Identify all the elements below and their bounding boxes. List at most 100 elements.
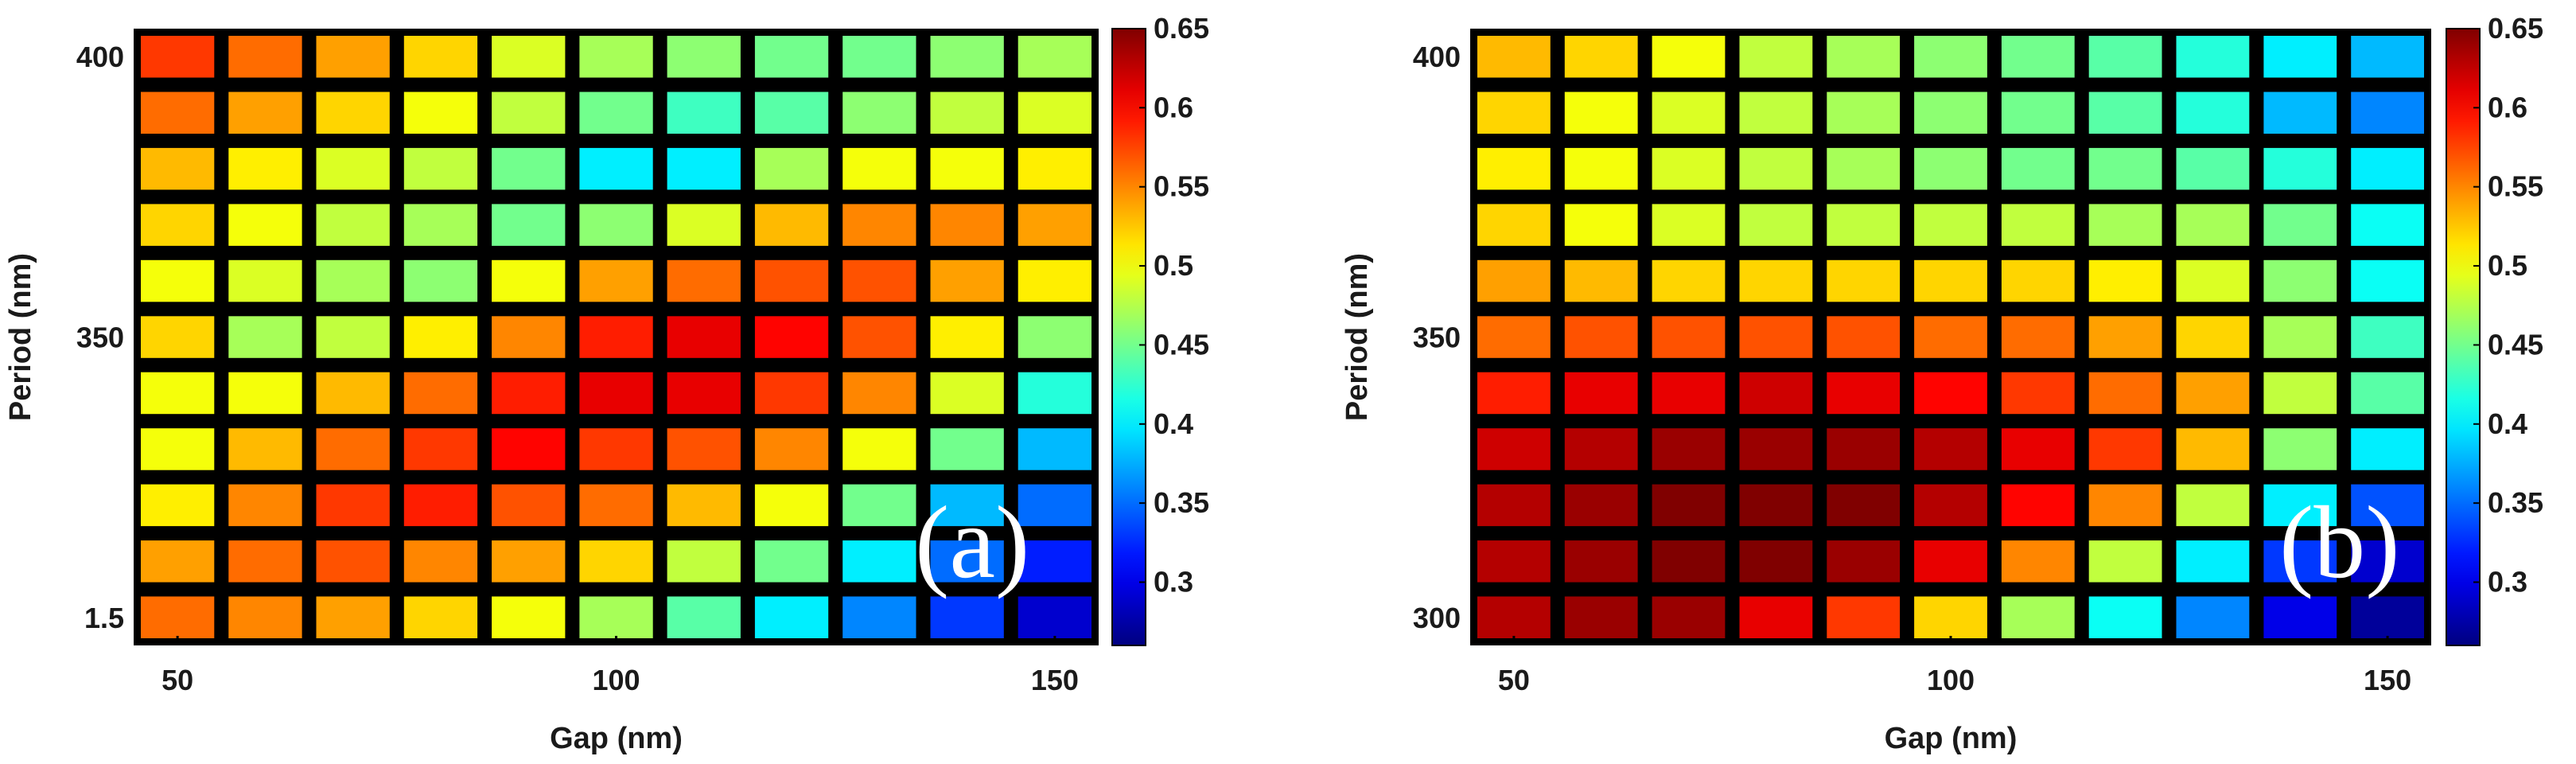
heatmap-cell: [403, 540, 478, 583]
heatmap-cell: [1827, 92, 1901, 134]
heatmap-cell: [2263, 92, 2337, 134]
heatmap-cell: [667, 259, 741, 302]
heatmap-cell: [2088, 36, 2162, 78]
x-tick-label: 100: [1927, 664, 1975, 696]
heatmap-cell: [1564, 484, 1638, 527]
heatmap-cell: [842, 540, 916, 583]
heatmap-cell: [2001, 428, 2075, 470]
heatmap-cell: [1018, 540, 1091, 583]
heatmap-cell: [1739, 259, 1813, 302]
heatmap-cell: [2263, 204, 2337, 246]
heatmap-cell: [492, 428, 566, 470]
heatmap-cell: [1477, 484, 1551, 527]
heatmap-cell: [2263, 147, 2337, 190]
heatmap-cell: [1018, 36, 1091, 78]
heatmap-cell: [2263, 484, 2337, 527]
heatmap-cell: [492, 484, 566, 527]
heatmap-cell: [141, 596, 215, 638]
heatmap-cell: [2001, 259, 2075, 302]
heatmap-cell: [1914, 259, 1987, 302]
heatmap-cell: [403, 372, 478, 415]
heatmap-cell: [1564, 596, 1638, 638]
colorbar-tick-label: 0.65: [1154, 12, 1209, 45]
heatmap-cell: [754, 147, 829, 190]
heatmap-cell: [930, 596, 1004, 638]
heatmap-cell: [754, 92, 829, 134]
heatmap-cell: [141, 92, 215, 134]
heatmap-cell: [316, 204, 390, 246]
heatmap-cell: [1477, 92, 1551, 134]
colorbar-tick-label: 0.5: [1154, 249, 1193, 282]
heatmap-cell: [2263, 372, 2337, 415]
x-axis-label: Gap (nm): [1885, 722, 2018, 755]
heatmap-cell: [2351, 204, 2424, 246]
heatmap-cell: [1564, 36, 1638, 78]
heatmap-cell: [141, 428, 215, 470]
heatmap-cell: [579, 259, 653, 302]
heatmap-cell: [1739, 596, 1813, 638]
heatmap-cell: [1739, 316, 1813, 358]
heatmap-cell: [754, 36, 829, 78]
heatmap-cell: [1739, 372, 1813, 415]
heatmap-cell: [579, 540, 653, 583]
heatmap-cell: [2351, 540, 2424, 583]
heatmap-cell: [579, 147, 653, 190]
heatmap-cell: [754, 204, 829, 246]
heatmap-cell: [1652, 36, 1726, 78]
heatmap-cell: [842, 204, 916, 246]
heatmap-cell: [1018, 596, 1091, 638]
heatmap-cell: [1477, 147, 1551, 190]
heatmap-cell: [754, 596, 829, 638]
heatmap-cell: [2351, 428, 2424, 470]
x-tick-label: 50: [1498, 664, 1530, 696]
heatmap-cell: [2001, 36, 2075, 78]
heatmap-cell: [930, 428, 1004, 470]
heatmap-cell: [1564, 428, 1638, 470]
heatmap-cell: [1477, 372, 1551, 415]
heatmap-cell: [579, 372, 653, 415]
heatmap-cell: [228, 147, 302, 190]
x-tick-label: 100: [592, 664, 640, 696]
heatmap-cell: [316, 484, 390, 527]
heatmap-cell: [1827, 147, 1901, 190]
heatmap-cell: [403, 259, 478, 302]
heatmap-cell: [1827, 596, 1901, 638]
heatmap-cell: [403, 596, 478, 638]
y-tick-label: 400: [1413, 41, 1461, 73]
heatmap-cell: [492, 596, 566, 638]
heatmap-cell: [2176, 596, 2250, 638]
y-tick-label: 350: [76, 322, 124, 354]
heatmap-cell: [1739, 92, 1813, 134]
heatmap-cell: [2176, 428, 2250, 470]
panel-label: (b): [2279, 485, 2400, 600]
heatmap-cell: [1018, 428, 1091, 470]
heatmap-cell: [1477, 428, 1551, 470]
heatmap-cell: [667, 540, 741, 583]
heatmap-cell: [492, 204, 566, 246]
heatmap-panel-1: 50 100 150 400 350 1.5 Gap (nm) Period (nm) (a) 0…: [4, 12, 1209, 755]
colorbar: [2446, 28, 2481, 646]
heatmap-cell: [228, 316, 302, 358]
heatmap-cell: [141, 204, 215, 246]
heatmap-cell: [1914, 92, 1987, 134]
heatmap-cell: [1652, 540, 1726, 583]
heatmap-cell: [2001, 204, 2075, 246]
heatmap-cell: [754, 428, 829, 470]
heatmap-cell: [930, 92, 1004, 134]
heatmap-cell: [2088, 540, 2162, 583]
heatmap-cell: [1652, 147, 1726, 190]
heatmap-cell: [316, 428, 390, 470]
heatmap-cell: [492, 92, 566, 134]
heatmap-cell: [930, 484, 1004, 527]
heatmap-cell: [492, 36, 566, 78]
heatmap-cell: [1477, 204, 1551, 246]
heatmap-cell: [141, 372, 215, 415]
heatmap-cell: [1018, 484, 1091, 527]
heatmap-cell: [403, 147, 478, 190]
heatmap-cell: [1018, 372, 1091, 415]
heatmap-cell: [228, 204, 302, 246]
heatmap-cell: [667, 372, 741, 415]
heatmap-cell: [1018, 147, 1091, 190]
heatmap-cell: [1739, 428, 1813, 470]
heatmap-cell: [403, 204, 478, 246]
